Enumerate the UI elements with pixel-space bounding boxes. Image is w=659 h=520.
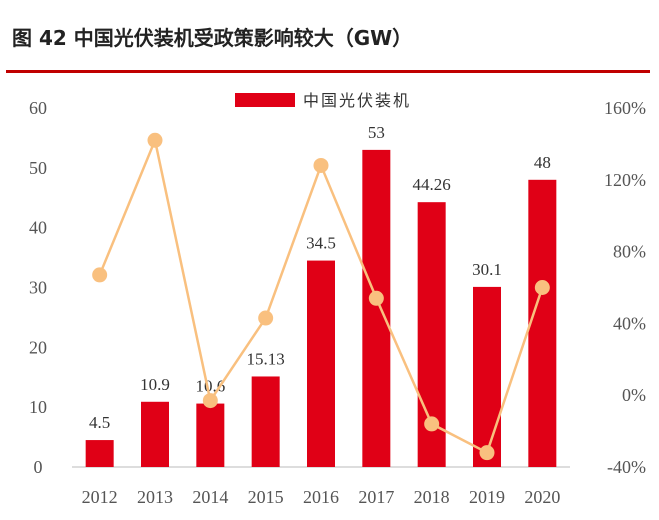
bar	[307, 260, 335, 467]
x-tick-label: 2015	[248, 487, 284, 507]
bar	[251, 376, 280, 467]
legend-label: 中国光伏装机	[303, 91, 411, 110]
bar-value-label: 53	[368, 123, 385, 142]
y-left-tick-label: 20	[29, 337, 47, 357]
line-point	[202, 393, 218, 409]
bar	[141, 401, 169, 467]
bar	[473, 286, 501, 467]
y-right-tick-label: -40%	[607, 457, 646, 477]
x-tick-label: 2014	[192, 487, 228, 507]
line-point	[258, 310, 274, 326]
x-tick-label: 2016	[303, 487, 339, 507]
x-tick-label: 2020	[524, 487, 560, 507]
line-point	[534, 280, 550, 295]
x-tick-label: 2017	[358, 487, 394, 507]
bar-value-label: 10.9	[140, 375, 170, 394]
line-point	[424, 416, 440, 432]
bar	[362, 149, 391, 467]
y-left-tick-label: 50	[29, 158, 47, 178]
line-point	[313, 157, 329, 173]
y-right-tick-label: 120%	[604, 170, 646, 190]
y-left-tick-label: 40	[29, 218, 47, 238]
y-right-tick-label: 0%	[622, 385, 646, 405]
chart-title: 图 42 中国光伏装机受政策影响较大（GW）	[12, 26, 413, 50]
legend: 中国光伏装机	[235, 91, 411, 110]
bar-value-label: 4.5	[89, 413, 110, 432]
title-divider	[6, 70, 650, 73]
y-right-tick-label: 40%	[613, 313, 646, 333]
legend-swatch	[235, 93, 295, 107]
line-point	[479, 445, 495, 461]
x-tick-label: 2012	[82, 487, 118, 507]
bar	[528, 179, 557, 468]
bar-value-label: 15.13	[247, 349, 285, 368]
line-point	[147, 132, 163, 148]
y-right-tick-label: 160%	[604, 98, 646, 118]
y-right-tick-label: 80%	[613, 242, 646, 262]
x-tick-label: 2019	[469, 487, 505, 507]
line-point	[368, 290, 384, 306]
y-left-tick-label: 10	[29, 397, 47, 417]
bar-value-label: 34.5	[306, 234, 336, 253]
bar	[85, 440, 114, 467]
bar-value-label: 44.26	[413, 175, 451, 194]
bar-value-label: 30.1	[472, 260, 502, 279]
y-left-tick-label: 60	[29, 98, 47, 118]
y-left-tick-label: 30	[29, 278, 47, 298]
y-left-tick-label: 0	[34, 457, 43, 477]
bar	[196, 403, 225, 467]
x-tick-label: 2013	[137, 487, 173, 507]
x-tick-label: 2018	[414, 487, 450, 507]
bar-value-label: 48	[534, 153, 551, 172]
line-point	[92, 267, 108, 283]
